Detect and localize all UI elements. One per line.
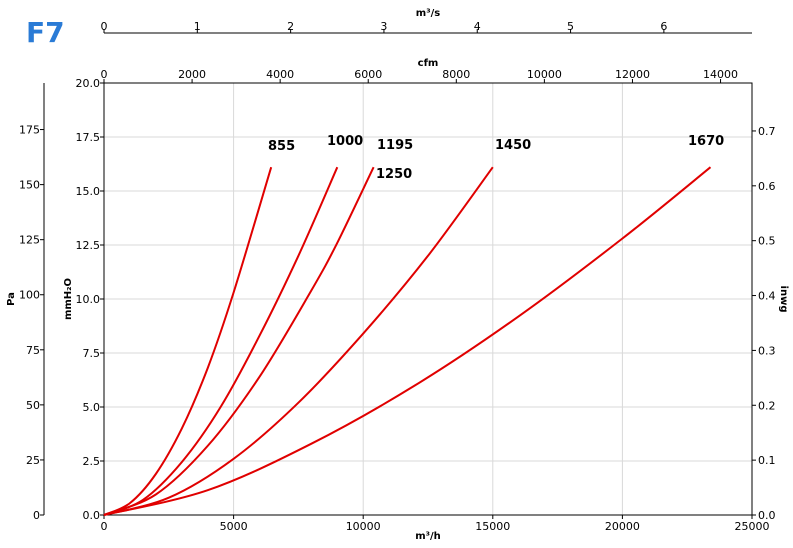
inwg-axis-title: inwg [778,286,789,313]
x-tick-label: 20000 [605,520,640,533]
y-tick-label: 2.5 [83,455,101,468]
pa-tick-label: 125 [19,234,40,247]
curve-label-1450: 1450 [495,138,531,153]
pa-tick-label: 150 [19,179,40,192]
curve-855 [103,166,273,516]
cfm-tick-label: 12000 [615,68,650,81]
inwg-tick-label: 0.2 [758,399,776,412]
curve-label-1000: 1000 [327,134,363,149]
grid [104,83,752,515]
x-axis-title: m³/h [415,531,441,542]
x-tick-label: 0 [101,520,108,533]
y-tick-label: 10.0 [76,293,101,306]
m3s-axis-title: m³/s [416,8,440,19]
curve-1670 [103,166,712,516]
curve-1195 [103,166,375,516]
y-tick-label: 0.0 [83,509,101,522]
pa-tick-label: 25 [26,454,40,467]
curve-label-855: 855 [268,139,295,154]
x-tick-label: 25000 [735,520,770,533]
m3s-tick-label: 4 [474,20,481,33]
y-tick-label: 5.0 [83,401,101,414]
pa-tick-label: 75 [26,344,40,357]
inwg-tick-label: 0.7 [758,125,776,138]
y-tick-label: 12.5 [76,239,101,252]
m3s-tick-label: 5 [567,20,574,33]
cfm-tick-label: 0 [101,68,108,81]
y-tick-label: 15.0 [76,185,101,198]
curve-label-1670: 1670 [688,134,724,149]
y-tick-label: 20.0 [76,77,101,90]
inwg-tick-label: 0.6 [758,180,776,193]
curves [103,166,712,516]
inwg-tick-label: 0.0 [758,509,776,522]
inwg-tick-label: 0.5 [758,235,776,248]
cfm-tick-label: 4000 [266,68,294,81]
inwg-tick-label: 0.3 [758,344,776,357]
m3s-tick-label: 3 [380,20,387,33]
ticks: 0 5000 10000 15000 20000 250000.02.55.07.510.… [19,20,776,533]
pa-tick-label: 100 [19,289,40,302]
cfm-tick-label: 6000 [354,68,382,81]
pa-axis-title: Pa [6,292,17,306]
curve-label-1195: 1195 [377,138,413,153]
x-tick-label: 5000 [220,520,248,533]
x-tick-label: 15000 [475,520,510,533]
y-tick-label: 17.5 [76,131,101,144]
cfm-tick-label: 14000 [703,68,738,81]
cfm-tick-label: 2000 [178,68,206,81]
inwg-tick-label: 0.4 [758,290,776,303]
m3s-tick-label: 2 [287,20,294,33]
cfm-tick-label: 8000 [442,68,470,81]
pa-tick-label: 175 [19,124,40,137]
curve-labels: 855 1000 1195 1250 1450 1670 [268,134,724,182]
curve-1450 [103,166,494,516]
curve-label-1250: 1250 [376,167,412,182]
y-axis-title: mmH₂O [63,278,74,320]
pa-tick-label: 50 [26,399,40,412]
x-tick-label: 10000 [346,520,381,533]
m3s-tick-label: 1 [194,20,201,33]
m3s-axis: m³/s [104,8,752,34]
logo-text: F7 [26,16,65,49]
y-tick-label: 7.5 [83,347,101,360]
pa-tick-label: 0 [33,509,40,522]
curve-1000 [103,166,339,516]
cfm-tick-label: 10000 [527,68,562,81]
m3s-tick-label: 0 [101,20,108,33]
inwg-tick-label: 0.1 [758,454,776,467]
cfm-axis-title: cfm [418,58,439,69]
m3s-tick-label: 6 [660,20,667,33]
